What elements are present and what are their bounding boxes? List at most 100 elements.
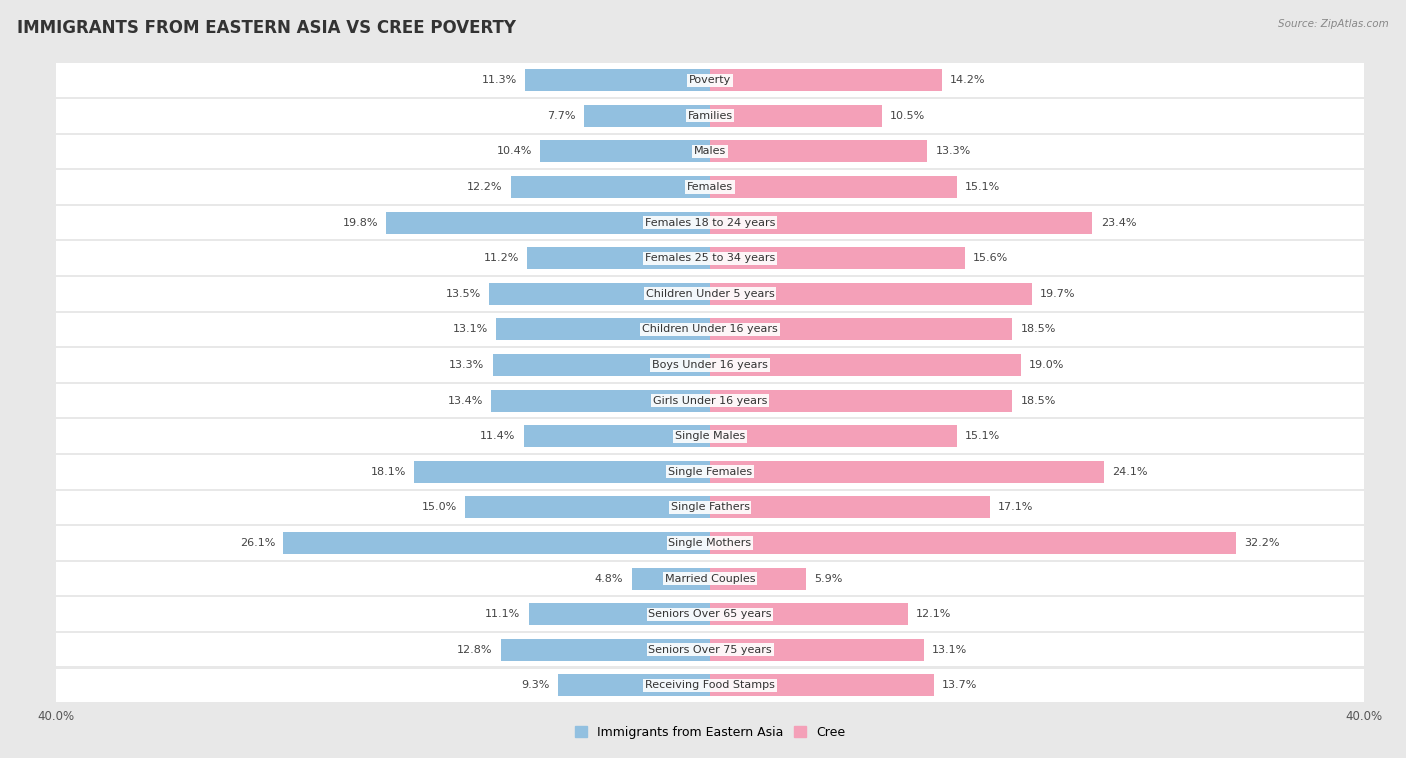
Bar [710, 211, 1092, 233]
Bar [56, 562, 1364, 595]
Text: Poverty: Poverty [689, 75, 731, 85]
Bar [710, 105, 882, 127]
Bar [710, 568, 807, 590]
Text: 5.9%: 5.9% [814, 574, 844, 584]
Bar [631, 568, 710, 590]
Text: Single Males: Single Males [675, 431, 745, 441]
Text: Seniors Over 65 years: Seniors Over 65 years [648, 609, 772, 619]
Text: 24.1%: 24.1% [1112, 467, 1147, 477]
Bar [540, 140, 710, 162]
Bar [501, 639, 710, 661]
Text: 17.1%: 17.1% [998, 503, 1033, 512]
Text: 32.2%: 32.2% [1244, 538, 1279, 548]
Text: Females 25 to 34 years: Females 25 to 34 years [645, 253, 775, 263]
Bar [387, 211, 710, 233]
Text: 15.1%: 15.1% [965, 431, 1000, 441]
Text: 18.5%: 18.5% [1021, 324, 1056, 334]
Bar [491, 390, 710, 412]
Text: 13.4%: 13.4% [447, 396, 482, 406]
Bar [510, 176, 710, 198]
Text: Families: Families [688, 111, 733, 121]
Text: 9.3%: 9.3% [522, 681, 550, 691]
Bar [710, 532, 1236, 554]
Bar [56, 419, 1364, 453]
Text: Single Fathers: Single Fathers [671, 503, 749, 512]
Bar [56, 633, 1364, 666]
Bar [56, 312, 1364, 346]
Bar [56, 597, 1364, 631]
Text: Children Under 16 years: Children Under 16 years [643, 324, 778, 334]
Text: 13.3%: 13.3% [935, 146, 970, 156]
Text: Females 18 to 24 years: Females 18 to 24 years [645, 218, 775, 227]
Text: Children Under 5 years: Children Under 5 years [645, 289, 775, 299]
Text: 19.0%: 19.0% [1029, 360, 1064, 370]
Bar [710, 69, 942, 91]
Text: Males: Males [695, 146, 725, 156]
Bar [710, 283, 1032, 305]
Bar [56, 135, 1364, 168]
Text: 13.3%: 13.3% [450, 360, 485, 370]
Bar [496, 318, 710, 340]
Bar [558, 675, 710, 697]
Bar [56, 99, 1364, 133]
Bar [56, 384, 1364, 418]
Text: 13.5%: 13.5% [446, 289, 481, 299]
Text: Boys Under 16 years: Boys Under 16 years [652, 360, 768, 370]
Bar [710, 603, 908, 625]
Bar [465, 496, 710, 518]
Bar [415, 461, 710, 483]
Bar [56, 455, 1364, 488]
Bar [529, 603, 710, 625]
Text: 18.5%: 18.5% [1021, 396, 1056, 406]
Bar [56, 526, 1364, 559]
Text: 7.7%: 7.7% [547, 111, 576, 121]
Bar [284, 532, 710, 554]
Text: 4.8%: 4.8% [595, 574, 623, 584]
Text: Girls Under 16 years: Girls Under 16 years [652, 396, 768, 406]
Bar [56, 669, 1364, 702]
Text: Seniors Over 75 years: Seniors Over 75 years [648, 645, 772, 655]
Bar [56, 64, 1364, 97]
Text: Single Females: Single Females [668, 467, 752, 477]
Bar [710, 675, 934, 697]
Text: 11.2%: 11.2% [484, 253, 519, 263]
Bar [56, 348, 1364, 382]
Text: Single Mothers: Single Mothers [668, 538, 752, 548]
Text: 15.1%: 15.1% [965, 182, 1000, 192]
Text: 10.4%: 10.4% [496, 146, 531, 156]
Text: 14.2%: 14.2% [950, 75, 986, 85]
Text: 11.3%: 11.3% [482, 75, 517, 85]
Text: 13.1%: 13.1% [932, 645, 967, 655]
Text: 18.1%: 18.1% [371, 467, 406, 477]
Text: 23.4%: 23.4% [1101, 218, 1136, 227]
Bar [492, 354, 710, 376]
Bar [710, 354, 1021, 376]
Bar [710, 496, 990, 518]
Bar [56, 242, 1364, 275]
Bar [710, 140, 928, 162]
Bar [56, 490, 1364, 524]
Text: Receiving Food Stamps: Receiving Food Stamps [645, 681, 775, 691]
Text: 13.1%: 13.1% [453, 324, 488, 334]
Bar [527, 247, 710, 269]
Bar [710, 318, 1012, 340]
Text: 12.8%: 12.8% [457, 645, 492, 655]
Text: 12.2%: 12.2% [467, 182, 502, 192]
Text: 13.7%: 13.7% [942, 681, 977, 691]
Bar [523, 425, 710, 447]
Text: 12.1%: 12.1% [915, 609, 952, 619]
Bar [710, 390, 1012, 412]
Bar [710, 639, 924, 661]
Text: 15.0%: 15.0% [422, 503, 457, 512]
Text: 26.1%: 26.1% [240, 538, 276, 548]
Text: Females: Females [688, 182, 733, 192]
Text: 11.1%: 11.1% [485, 609, 520, 619]
Bar [710, 247, 965, 269]
Bar [56, 277, 1364, 311]
Text: 15.6%: 15.6% [973, 253, 1008, 263]
Text: Married Couples: Married Couples [665, 574, 755, 584]
Text: Source: ZipAtlas.com: Source: ZipAtlas.com [1278, 19, 1389, 29]
Bar [710, 425, 957, 447]
Text: 11.4%: 11.4% [481, 431, 516, 441]
Bar [56, 171, 1364, 204]
